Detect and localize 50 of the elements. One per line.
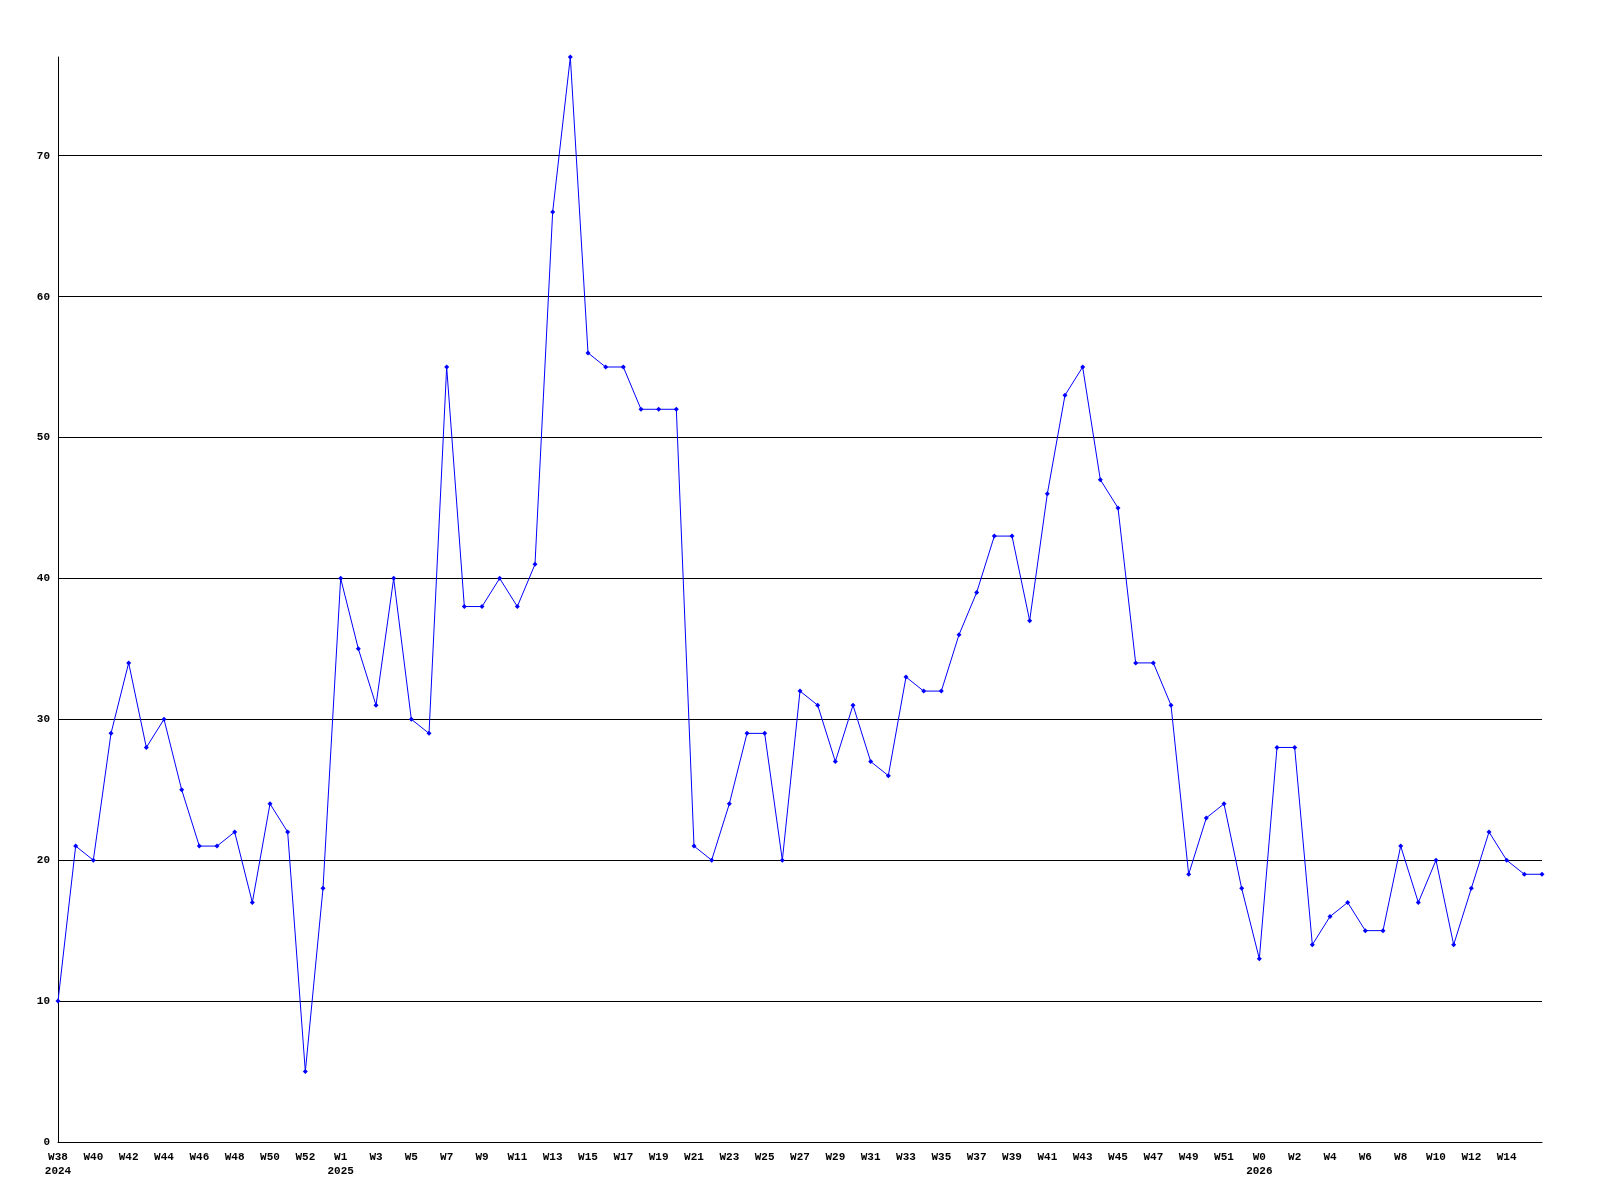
x-tick-label: W14 <box>1496 1151 1517 1163</box>
x-tick-label: W25 <box>754 1151 775 1163</box>
x-tick-label: W11 <box>507 1151 528 1163</box>
x-tick-label: W7 <box>440 1151 454 1163</box>
x-tick-label: W46 <box>189 1151 210 1163</box>
x-tick-label: W6 <box>1358 1151 1372 1163</box>
y-tick-label: 50 <box>36 431 50 444</box>
y-tick-label: 10 <box>36 995 50 1008</box>
x-tick-label: W47 <box>1143 1151 1164 1163</box>
x-tick-label: W2 <box>1288 1151 1302 1163</box>
x-tick-label: W12 <box>1461 1151 1482 1163</box>
x-tick-label: W17 <box>613 1151 634 1163</box>
y-tick-label: 0 <box>43 1136 50 1148</box>
x-tick-label: W42 <box>118 1151 139 1163</box>
x-tick-label: W44 <box>154 1151 175 1163</box>
y-tick-label: 70 <box>36 149 50 162</box>
y-tick-label: 40 <box>36 572 50 585</box>
y-tick-label: 30 <box>36 713 50 726</box>
x-tick-label: W23 <box>719 1151 740 1163</box>
x-tick-label: W15 <box>578 1151 599 1163</box>
x-tick-label: W48 <box>224 1151 245 1163</box>
x-tick-label: W13 <box>542 1151 563 1163</box>
x-tick-label: W31 <box>860 1151 881 1163</box>
x-tick-label: W21 <box>684 1151 705 1163</box>
x-tick-label: W4 <box>1323 1151 1337 1163</box>
x-tick-label: W3 <box>369 1151 383 1163</box>
x-tick-label: W5 <box>404 1151 419 1163</box>
x-tick-label: W33 <box>896 1151 917 1163</box>
x-tick-label: W49 <box>1178 1151 1199 1163</box>
x-tick-label: W1 2025 <box>327 1151 355 1177</box>
x-tick-label: W40 <box>83 1151 104 1163</box>
x-tick-label: W27 <box>790 1151 810 1163</box>
x-tick-label: W45 <box>1108 1151 1129 1163</box>
x-tick-label: W35 <box>931 1151 952 1163</box>
x-tick-label: W29 <box>825 1151 846 1163</box>
x-tick-label: W37 <box>966 1151 987 1163</box>
x-tick-label: W9 <box>475 1151 489 1163</box>
x-tick-label: W39 <box>1002 1151 1022 1163</box>
y-tick-label: 60 <box>36 290 50 303</box>
x-tick-label: W38 2024 <box>44 1151 72 1177</box>
x-tick-label: W0 2026 <box>1246 1151 1273 1177</box>
x-tick-label: W10 <box>1426 1151 1446 1163</box>
x-tick-label: W41 <box>1037 1151 1058 1163</box>
x-tick-label: W50 <box>260 1151 280 1163</box>
x-tick-label: W51 <box>1214 1151 1235 1163</box>
x-tick-label: W19 <box>648 1151 669 1163</box>
x-tick-label: W43 <box>1072 1151 1093 1163</box>
y-tick-label: 20 <box>36 854 50 867</box>
x-tick-label: W52 <box>295 1151 316 1163</box>
x-tick-label: W8 <box>1394 1151 1408 1163</box>
